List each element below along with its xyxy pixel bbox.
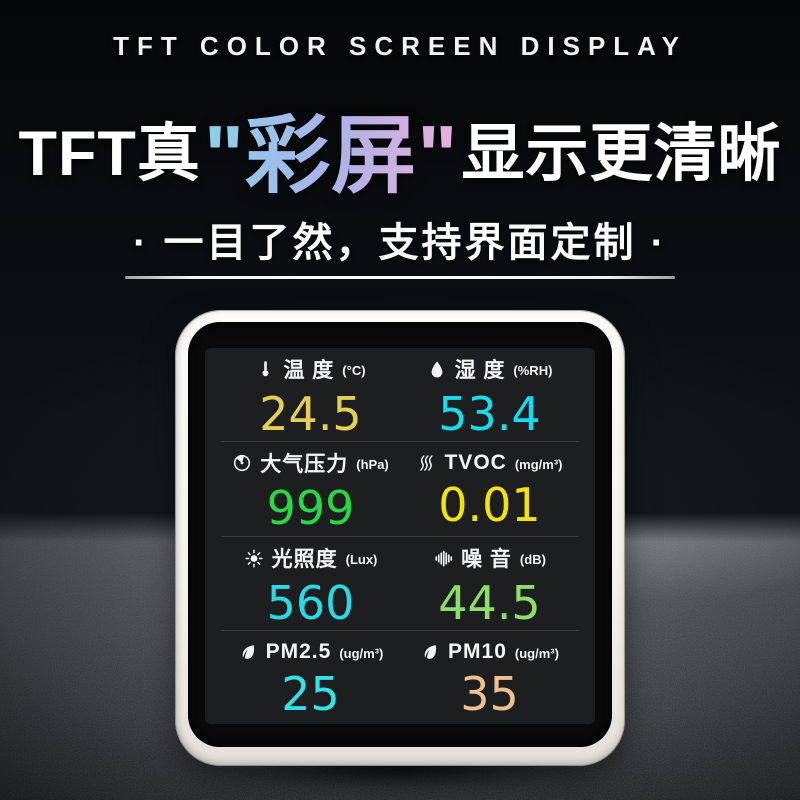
title-suffix: 显示更清晰 <box>461 118 782 189</box>
sensor-name: 大气压力 <box>260 453 349 477</box>
leaf-icon <box>420 642 440 662</box>
sensor-value: 0.01 <box>438 478 541 533</box>
sensor-cell-illuminance: 光照度 (Lux) 560 <box>221 537 400 630</box>
sensor-value: 53.4 <box>438 387 541 442</box>
sensor-value: 25 <box>281 666 340 721</box>
sensor-cell-tvoc: TVOC (mg/m³) 0.01 <box>400 442 579 535</box>
sensor-row-2: 大气压力 (hPa) 999 TVOC (mg/m³) 0.01 <box>221 441 579 535</box>
sensor-label-line: 噪 音 (dB) <box>433 543 546 573</box>
equalizer-icon <box>433 548 453 568</box>
sensor-name: 噪 音 <box>461 547 512 571</box>
sensor-unit: (Lux) <box>345 551 378 567</box>
sensor-name: 光照度 <box>271 547 338 571</box>
air-quality-monitor-device: 温 度 (°C) 24.5 湿 度 (%RH) 53.4 <box>175 310 625 766</box>
hero-title: TFT真 "彩屏" 显示更清晰 <box>0 90 800 206</box>
sun-icon <box>244 548 264 568</box>
sensor-value: 24.5 <box>259 387 362 442</box>
thermometer-icon <box>255 359 275 379</box>
sensor-label-line: 光照度 (Lux) <box>244 543 378 573</box>
sensor-unit: (ug/m³) <box>514 645 559 661</box>
sensor-unit: (mg/m³) <box>514 457 563 473</box>
sensor-label-line: 大气压力 (hPa) <box>232 448 389 478</box>
sensor-cell-temperature: 温 度 (°C) 24.5 <box>221 348 400 441</box>
sensor-cell-noise: 噪 音 (dB) 44.5 <box>400 537 579 630</box>
vapor-icon <box>416 453 436 473</box>
sensor-label-line: PM2.5 (ug/m³) <box>238 639 384 664</box>
sensor-name: PM2.5 <box>265 639 332 663</box>
device-screen: 温 度 (°C) 24.5 湿 度 (%RH) 53.4 <box>188 322 612 747</box>
sensor-cell-humidity: 湿 度 (%RH) 53.4 <box>400 348 579 441</box>
sensor-panel: 温 度 (°C) 24.5 湿 度 (%RH) 53.4 <box>205 348 595 724</box>
sensor-unit: (dB) <box>519 551 546 567</box>
sensor-row-1: 温 度 (°C) 24.5 湿 度 (%RH) 53.4 <box>221 348 579 441</box>
sensor-row-4: PM2.5 (ug/m³) 25 PM10 (ug/m³) 35 <box>221 629 579 724</box>
title-highlight: "彩屏" <box>201 87 462 210</box>
sensor-cell-pressure: 大气压力 (hPa) 999 <box>221 442 400 535</box>
leaf-icon <box>238 642 258 662</box>
sensor-label-line: TVOC (mg/m³) <box>416 451 563 475</box>
sensor-name: 温 度 <box>283 359 335 383</box>
sensor-value: 560 <box>266 575 355 630</box>
sensor-name: PM10 <box>448 639 507 663</box>
sensor-value: 999 <box>266 481 355 536</box>
subtitle: · 一目了然，支持界面定制 · <box>133 221 667 265</box>
sensor-value: 35 <box>460 666 519 721</box>
droplet-icon <box>427 359 447 379</box>
sensor-cell-pm10: PM10 (ug/m³) 35 <box>400 631 579 724</box>
sensor-unit: (°C) <box>342 363 366 379</box>
sensor-label-line: 温 度 (°C) <box>255 354 366 384</box>
sensor-unit: (ug/m³) <box>339 645 384 661</box>
sensor-label-line: 湿 度 (%RH) <box>427 354 553 384</box>
divider-line <box>125 276 675 279</box>
title-prefix: TFT真 <box>18 118 201 189</box>
sensor-name: 湿 度 <box>454 359 506 383</box>
sensor-row-3: 光照度 (Lux) 560 噪 音 (dB) 44.5 <box>221 535 579 630</box>
sensor-label-line: PM10 (ug/m³) <box>420 640 559 664</box>
header-caption: TFT COLOR SCREEN DISPLAY <box>113 31 687 61</box>
sensor-value: 44.5 <box>438 575 541 630</box>
sensor-unit: (%RH) <box>513 363 553 379</box>
sensor-name: TVOC <box>444 451 507 475</box>
sensor-unit: (hPa) <box>356 457 389 473</box>
gauge-icon <box>232 453 252 473</box>
sensor-cell-pm25: PM2.5 (ug/m³) 25 <box>221 631 400 724</box>
